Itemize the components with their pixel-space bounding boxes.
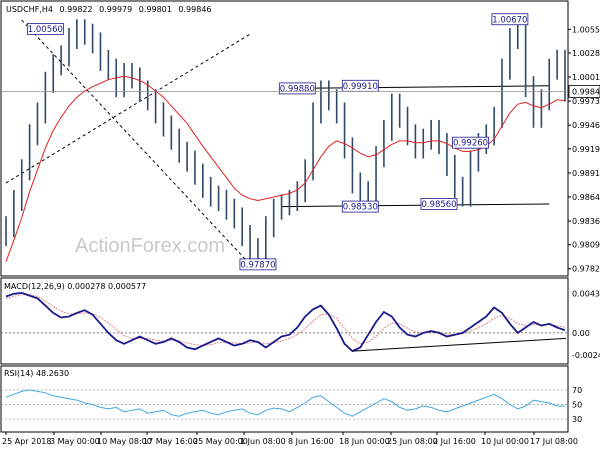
rsi-tick-label: 30: [572, 415, 582, 424]
price-annotation-box: 1.00670: [491, 13, 529, 26]
time-tick-label: 10 Jul 00:00: [481, 437, 529, 446]
macd-trendline: [352, 337, 567, 352]
header-open: 0.99822: [60, 5, 93, 14]
last-price-box: [568, 84, 600, 98]
price-tick-label: 1.00555: [572, 25, 600, 34]
macd-tick-label: -0.002448: [572, 351, 600, 360]
price-annotation-box: 0.99260: [452, 136, 489, 149]
time-tick-label: 8 Jun 16:00: [288, 437, 334, 446]
time-tick-label: 18 Jun 00:00: [339, 437, 390, 446]
watermark: ActionForex.com: [75, 235, 225, 257]
price-annotation-box: 0.97870: [239, 258, 277, 271]
price-annotation-box: 0.98530: [341, 200, 379, 213]
price-annotation-box: 0.99880: [278, 82, 316, 95]
rsi-layer: [1, 389, 568, 420]
price-annotations: 1.00560 1.00670 0.99880 0.99910 0.99260 0.985…: [26, 13, 529, 271]
time-tick-label: 2 Jul 16:00: [433, 437, 476, 446]
price-tick-label: 0.98095: [572, 241, 600, 250]
last-price-label: 0.99846: [572, 87, 600, 96]
time-tick-label: 25 Apr 2018: [2, 437, 51, 446]
macd-label: MACD(12,26,9) 0.000278 0.000577: [4, 282, 146, 291]
price-tick-label: 0.97820: [572, 265, 600, 274]
header-symbol: USDCHF,H4: [6, 5, 53, 14]
macd-signal-line: [5, 294, 566, 347]
header-low: 0.99801: [139, 5, 172, 14]
price-tick-label: 0.98365: [572, 217, 600, 226]
macd-panel-frame: [0, 277, 569, 365]
annotation-label: 0.98530: [343, 203, 378, 213]
time-tick-label: 25 May 00:00: [193, 437, 248, 446]
falling-channel-line: [21, 19, 251, 265]
price-annotation-box: 0.98560: [420, 198, 458, 210]
last-price-marker: 0.99846: [1, 84, 600, 98]
price-tick-label: 0.99735: [572, 97, 600, 106]
rsi-axis: 70 50 30: [572, 386, 582, 424]
annotation-frame: [341, 200, 379, 213]
annotation-frame: [278, 82, 316, 95]
annotation-label: 0.97870: [240, 260, 275, 270]
time-tick-label: 17 May 16:00: [143, 437, 198, 446]
support-line: [281, 203, 550, 208]
price-annotation-box: 1.00560: [26, 22, 64, 35]
annotation-label: 1.00560: [28, 25, 63, 35]
price-tick-label: 1.00285: [572, 49, 600, 58]
annotation-label: 1.00670: [492, 15, 527, 25]
annotation-label: 0.99880: [280, 84, 315, 94]
header-high: 0.99979: [99, 5, 132, 14]
rsi-tick-label: 70: [572, 386, 582, 395]
rsi-panel-frame: [0, 365, 569, 433]
macd-axis: 0.004351 0.00 -0.002448: [572, 289, 600, 360]
price-panel-frame: [0, 0, 569, 277]
rsi-label: RSI(14) 48.2630: [4, 369, 69, 378]
price-series-layer: [5, 19, 566, 264]
annotation-label: 0.99910: [343, 82, 378, 92]
rsi-line: [5, 389, 565, 417]
annotation-frame: [491, 13, 529, 26]
time-tick-label: 10 May 08:00: [97, 437, 152, 446]
macd-line: [5, 291, 566, 353]
annotation-frame: [26, 22, 64, 35]
annotation-frame: [420, 198, 458, 210]
time-tick-label: 1 Jun 08:00: [240, 437, 286, 446]
macd-layer: [1, 291, 568, 353]
time-tick-label: 3 May 00:00: [50, 437, 100, 446]
macd-tick-label: 0.00: [572, 329, 590, 338]
resistance-line: [289, 85, 550, 89]
price-annotation-box: 0.99910: [341, 79, 379, 92]
price-tick-label: 0.98915: [572, 169, 600, 178]
annotation-frame: [239, 258, 277, 271]
trendlines: [5, 19, 550, 265]
annotation-frame: [452, 136, 489, 149]
rsi-tick-label: 50: [572, 401, 582, 410]
macd-tick-label: 0.004351: [572, 289, 600, 298]
time-tick-label: 17 Jul 08:00: [530, 437, 578, 446]
chart-header: USDCHF,H4 0.99822 0.99979 0.99801 0.9984…: [6, 5, 212, 14]
annotation-label: 0.99260: [453, 139, 488, 149]
time-tick-label: 25 Jun 08:00: [387, 437, 438, 446]
header-close: 0.99846: [178, 5, 211, 14]
annotation-label: 0.98560: [421, 200, 456, 210]
moving-average-line: [5, 75, 566, 262]
